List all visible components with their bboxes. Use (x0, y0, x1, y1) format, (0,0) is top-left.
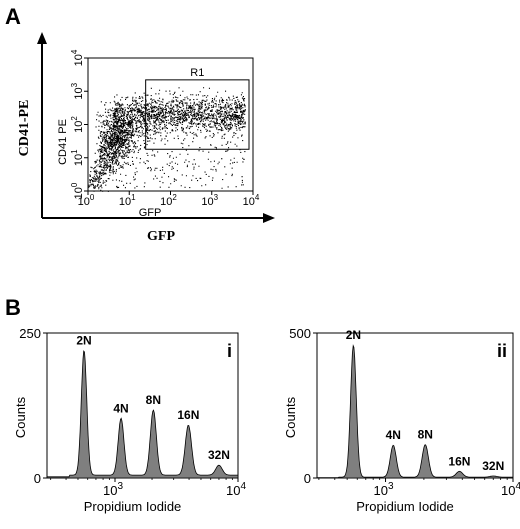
y-tick-label: 0 (34, 471, 41, 486)
panel-b: B 2N 4N 8N 16N 32N i 0 250 103 104 Counts Propidium… (5, 295, 520, 514)
outer-y-arrow-icon (37, 32, 47, 44)
x-tick-label: 101 (119, 193, 136, 208)
peak-label: 32N (208, 448, 230, 462)
peak-label: 32N (482, 459, 504, 473)
peak-label: 8N (418, 428, 433, 442)
peak-label: 4N (113, 401, 128, 415)
x-tick-label: 104 (501, 481, 520, 498)
y-tick-label: 500 (289, 326, 311, 341)
histogram-frame (316, 332, 514, 479)
outer-y-axis-label: CD41-PE (17, 100, 32, 157)
histogram-panel-label: ii (497, 341, 507, 361)
gate-r1: R1 (145, 67, 250, 150)
y-axis-label: Counts (13, 396, 28, 438)
x-tick-label: 104 (243, 193, 260, 208)
x-tick-label: 104 (226, 481, 246, 498)
outer-x-axis-label: GFP (147, 229, 175, 244)
histogram-area (316, 344, 514, 479)
inner-y-axis-label: CD41 PE (57, 119, 69, 165)
peak-label: 2N (346, 328, 361, 342)
scatter-point (88, 87, 246, 192)
peak-label: 2N (76, 333, 91, 347)
histogram-area (46, 350, 239, 479)
y-tick-label: 103 (70, 82, 85, 99)
y-axis-label: Counts (283, 396, 298, 438)
panel-a-letter: A (5, 4, 21, 29)
inner-x-axis-label: GFP (139, 207, 162, 219)
peak-label: 16N (448, 454, 470, 468)
x-tick-label: 103 (103, 481, 123, 498)
gate-r1-label: R1 (190, 67, 204, 79)
x-tick-label: 103 (201, 193, 218, 208)
panel-b-letter: B (5, 295, 21, 320)
y-tick-label: 101 (70, 149, 85, 166)
y-tick-label: 100 (70, 182, 85, 199)
y-tick-label: 102 (70, 116, 85, 133)
histogram-i: 2N 4N 8N 16N 32N i 0 250 103 104 Counts Propidium I… (13, 326, 246, 514)
y-tick-label: 250 (19, 326, 41, 341)
outer-x-arrow-icon (263, 213, 275, 223)
x-axis-label: Propidium Iodide (356, 499, 454, 514)
peak-label: 16N (177, 408, 199, 422)
panel-a: A CD41-PE GFP R1 100 101 102 103 10410010110… (5, 4, 275, 244)
x-tick-label: 103 (374, 481, 394, 498)
x-tick-label: 102 (160, 193, 177, 208)
x-axis-label: Propidium Iodide (84, 499, 182, 514)
peak-label: 8N (146, 393, 161, 407)
scatter-points (88, 87, 246, 192)
y-tick-label: 104 (70, 49, 85, 66)
histogram-ii: 2N 4N 8N 16N 32N ii 0 500 103 104 Counts Propidium … (283, 326, 520, 514)
histogram-panel-label: i (227, 341, 232, 361)
peak-label: 4N (386, 428, 401, 442)
gate-r1-rect (145, 79, 250, 150)
y-tick-label: 0 (304, 471, 311, 486)
